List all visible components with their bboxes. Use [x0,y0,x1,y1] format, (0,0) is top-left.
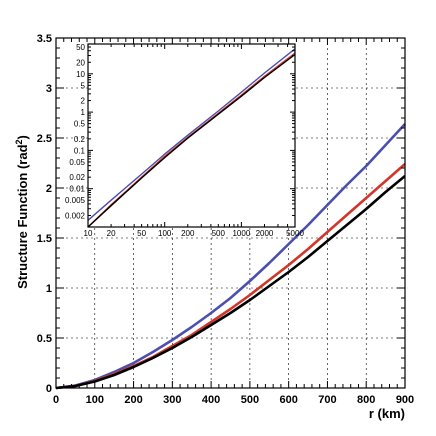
inset-y-tick-label-2: 10 [76,70,85,79]
y-tick-label-6: 3 [46,83,52,95]
x-tick-label-1: 100 [86,394,104,406]
inset-y-tick-label-13: 0.002 [65,211,86,220]
inset-series-line-2 [87,53,296,228]
inset-x-tick-label-5: 500 [212,229,226,238]
inset-x-tick-label-8: 5000 [286,229,304,238]
inset-plot-frame [87,43,296,228]
inset-y-tick-label-4: 2 [81,97,86,106]
y-axis-label: Structure Function (rad2) [14,135,30,289]
inset-y-tick-label-11: 0.01 [69,185,85,194]
inset-y-tick-label-9: 0.05 [69,158,85,167]
inset-y-tick-label-12: 0.005 [65,196,86,205]
main-series-line-0 [55,123,406,390]
y-axis-label-main: Structure Function (rad [15,144,30,289]
x-tick-label-0: 0 [53,394,59,406]
inset-y-tick-label-7: 0.2 [74,135,86,144]
inset-y-tick-label-10: 0.02 [69,173,85,182]
y-tick-label-2: 1 [46,283,52,295]
x-tick-label-7: 700 [318,394,336,406]
main-series-group [55,123,406,390]
y-tick-label-0: 0 [46,383,52,395]
main-x-tick-labels: 0 100 200 300 400 500 600 700 800 900 [53,394,414,406]
y-axis-label-superscript: 2 [14,139,24,144]
main-y-tick-labels: 0 0.5 1 1.5 2 2.5 3 3.5 [37,33,52,395]
inset-ticks [87,43,296,228]
inset-x-tick-label-7: 2000 [256,229,274,238]
x-tick-label-3: 300 [163,394,181,406]
main-plot-frame [55,37,406,389]
x-tick-label-9: 900 [396,394,414,406]
x-tick-label-5: 500 [241,394,259,406]
y-tick-label-5: 2.5 [37,133,52,145]
inset-y-tick-label-5: 1 [81,108,86,117]
y-tick-label-3: 1.5 [37,233,52,245]
inset-series-line-0 [87,48,296,221]
inset-x-tick-labels: 10 20 50 100 200 500 1000 2000 5000 [84,229,305,238]
inset-x-tick-label-0: 10 [84,229,93,238]
x-tick-label-6: 600 [279,394,297,406]
y-tick-label-4: 2 [46,183,52,195]
x-tick-label-2: 200 [124,394,142,406]
y-axis-label-close: ) [15,135,30,139]
x-axis-label: r (km) [369,406,405,421]
inset-series-group [87,48,296,228]
y-tick-label-1: 0.5 [37,333,52,345]
inset-y-tick-label-3: 5 [81,81,86,90]
y-tick-label-7: 3.5 [37,33,52,45]
main-ticks [55,37,406,389]
inset-x-tick-label-3: 100 [158,229,172,238]
inset-x-tick-label-1: 20 [107,229,116,238]
inset-x-tick-label-4: 200 [181,229,195,238]
inset-y-tick-label-8: 0.1 [74,146,86,155]
x-tick-label-8: 800 [357,394,375,406]
x-tick-label-4: 400 [202,394,220,406]
main-series-line-2 [55,174,406,390]
inset-y-tick-label-1: 20 [76,58,85,67]
inset-y-tick-label-0: 50 [76,43,85,52]
inset-y-tick-label-6: 0.5 [74,120,86,129]
inset-x-tick-label-6: 1000 [232,229,250,238]
inset-x-tick-label-2: 50 [137,229,146,238]
inset-y-tick-labels: 50 20 10 5 2 1 0.5 0.2 0.1 0.05 0.02 0.01 0.005 0.002 [65,43,86,220]
